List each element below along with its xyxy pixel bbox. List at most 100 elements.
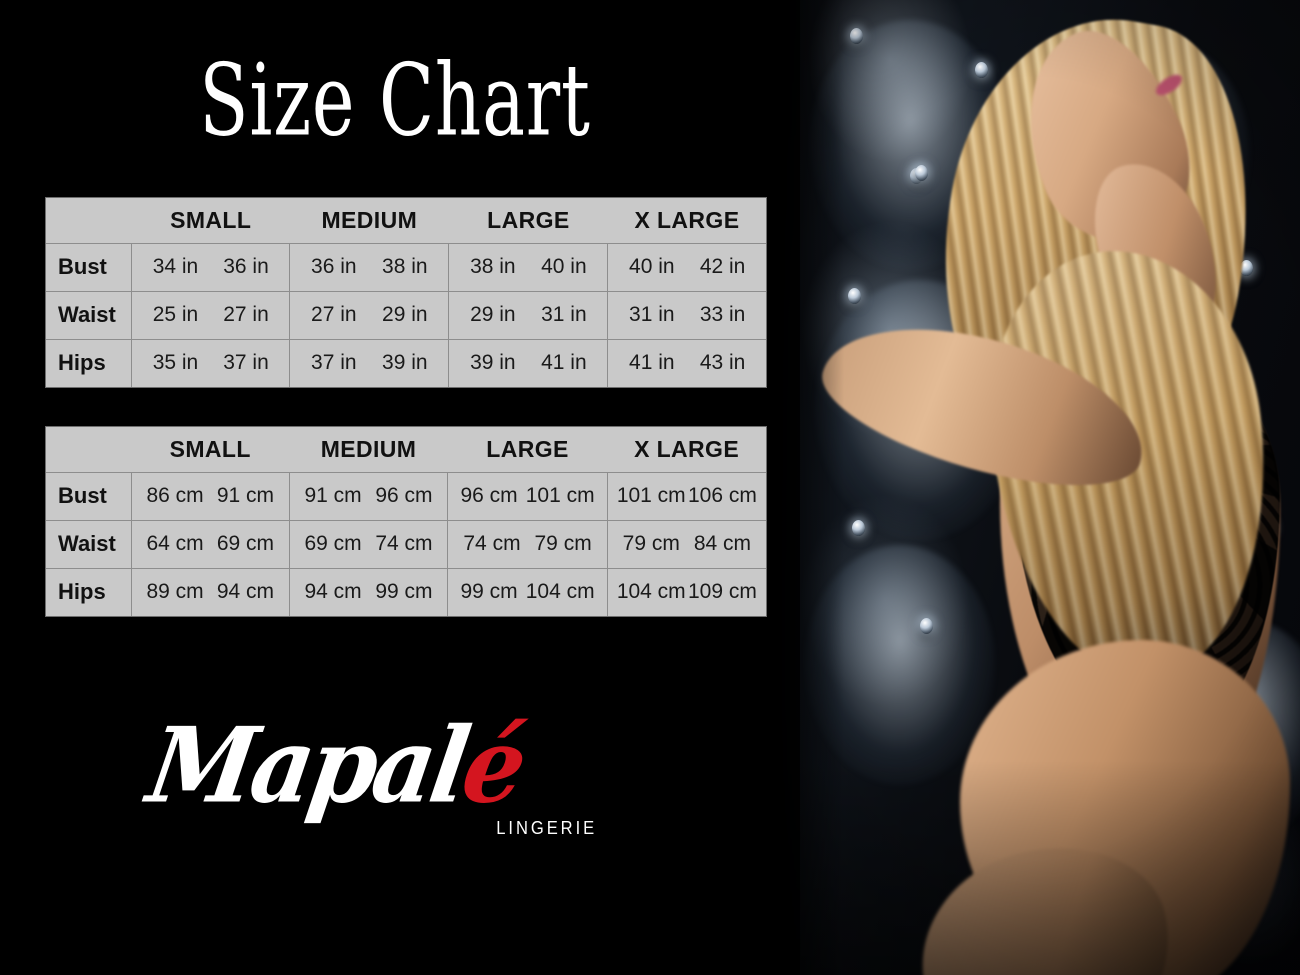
table-body: Bust 34 in 36 in 36 in 38 in 38 in 40 in 40… [46, 243, 766, 387]
value-min: 40 in [629, 255, 675, 278]
header-medium: MEDIUM [289, 427, 448, 473]
cell-bust-medium: 91 cm 96 cm [289, 472, 449, 520]
table-header-row: SMALL MEDIUM LARGE X LARGE [46, 198, 766, 244]
table-body: Bust 86 cm 91 cm 91 cm 96 cm 96 cm 101 cm 1… [46, 472, 766, 616]
brand-tagline: LINGERIE [496, 818, 598, 838]
value-min: 91 cm [304, 484, 362, 507]
value-min: 29 in [470, 303, 516, 326]
cell-hips-medium: 94 cm 99 cm [289, 567, 449, 616]
cell-bust-small: 34 in 36 in [131, 243, 291, 291]
cell-waist-x-large: 31 in 33 in [607, 290, 766, 339]
value-max: 38 in [382, 255, 428, 278]
cell-bust-large: 38 in 40 in [448, 243, 609, 291]
cell-waist-small: 25 in 27 in [131, 290, 291, 339]
cell-bust-x-large: 101 cm 106 cm [607, 472, 766, 520]
cell-hips-small: 35 in 37 in [131, 338, 291, 387]
value-max: 79 cm [534, 532, 592, 555]
value-min: 39 in [470, 351, 516, 375]
value-max: 96 cm [375, 484, 433, 507]
value-min: 94 cm [304, 580, 362, 604]
model-photo [770, 0, 1300, 975]
cell-hips-medium: 37 in 39 in [289, 338, 450, 387]
header-blank [46, 198, 132, 244]
value-min: 89 cm [146, 580, 204, 604]
value-min: 86 cm [146, 484, 204, 507]
cell-waist-medium: 27 in 29 in [289, 290, 450, 339]
size-table: SMALL MEDIUM LARGE X LARGE Bust 86 cm 91 … [46, 427, 766, 616]
value-min: 41 in [629, 351, 675, 375]
cell-hips-large: 39 in 41 in [448, 338, 609, 387]
value-min: 79 cm [622, 532, 680, 555]
brand-logo: Mapalé LINGERIE [140, 704, 610, 839]
brand-name: Mapal [140, 704, 475, 827]
value-max: 33 in [699, 303, 746, 326]
value-max: 104 cm [525, 580, 595, 604]
cell-hips-small: 89 cm 94 cm [131, 567, 290, 616]
table-row: Hips 89 cm 94 cm 94 cm 99 cm 99 cm 104 cm 1… [46, 567, 766, 616]
cell-hips-large: 99 cm 104 cm [447, 567, 608, 616]
table-row: Bust 86 cm 91 cm 91 cm 96 cm 96 cm 101 cm 1… [46, 472, 766, 520]
value-max: 74 cm [375, 532, 433, 555]
table-row: Waist 25 in 27 in 27 in 29 in 29 in 31 in 3… [46, 290, 766, 339]
size-table-inches: SMALL MEDIUM LARGE X LARGE Bust 34 in 36 … [45, 197, 767, 388]
header-medium: MEDIUM [289, 198, 449, 244]
row-label-hips: Hips [46, 338, 133, 387]
value-max: 39 in [382, 351, 428, 375]
table-row: Hips 35 in 37 in 37 in 39 in 39 in 41 in 41… [46, 338, 766, 387]
value-max: 36 in [223, 255, 269, 278]
value-min: 34 in [152, 255, 199, 278]
value-max: 40 in [541, 255, 587, 278]
cell-bust-medium: 36 in 38 in [289, 243, 450, 291]
table-head: SMALL MEDIUM LARGE X LARGE [46, 198, 766, 244]
value-max: 27 in [223, 303, 269, 326]
row-label-hips: Hips [46, 567, 132, 616]
value-min: 74 cm [463, 532, 521, 555]
value-min: 101 cm [616, 484, 686, 507]
row-label-waist: Waist [46, 519, 132, 568]
value-max: 109 cm [687, 580, 757, 604]
row-label-bust: Bust [46, 243, 133, 291]
cell-waist-medium: 69 cm 74 cm [289, 519, 449, 568]
size-table: SMALL MEDIUM LARGE X LARGE Bust 34 in 36 … [46, 198, 766, 387]
table-row: Waist 64 cm 69 cm 69 cm 74 cm 74 cm 79 cm 7… [46, 519, 766, 568]
brand-wordmark: Mapalé [140, 704, 618, 826]
table-header-row: SMALL MEDIUM LARGE X LARGE [46, 427, 766, 473]
value-max: 94 cm [216, 580, 275, 604]
value-max: 84 cm [693, 532, 751, 555]
value-max: 101 cm [525, 484, 595, 507]
size-table-centimeters: SMALL MEDIUM LARGE X LARGE Bust 86 cm 91 … [45, 426, 767, 617]
value-min: 64 cm [146, 532, 204, 555]
value-min: 27 in [311, 303, 357, 326]
header-x-large: X LARGE [607, 198, 766, 244]
cell-hips-x-large: 104 cm 109 cm [607, 567, 766, 616]
value-max: 91 cm [216, 484, 275, 507]
header-small: SMALL [131, 427, 290, 473]
cell-waist-small: 64 cm 69 cm [131, 519, 290, 568]
photo-vignette [770, 0, 1300, 975]
value-min: 36 in [311, 255, 357, 278]
header-blank [46, 427, 132, 473]
header-small: SMALL [131, 198, 290, 244]
cell-hips-x-large: 41 in 43 in [607, 338, 766, 387]
table-head: SMALL MEDIUM LARGE X LARGE [46, 427, 766, 473]
value-max: 106 cm [687, 484, 757, 507]
header-x-large: X LARGE [607, 427, 766, 473]
value-min: 35 in [152, 351, 199, 375]
value-max: 31 in [541, 303, 587, 326]
value-max: 69 cm [216, 532, 275, 555]
value-max: 42 in [699, 255, 746, 278]
row-label-waist: Waist [46, 290, 133, 339]
value-min: 104 cm [616, 580, 686, 604]
page-title: Size Chart [199, 43, 591, 159]
cell-waist-x-large: 79 cm 84 cm [607, 519, 766, 568]
value-min: 69 cm [304, 532, 362, 555]
value-min: 31 in [629, 303, 675, 326]
value-min: 96 cm [460, 484, 518, 507]
value-max: 37 in [223, 351, 269, 375]
value-min: 37 in [311, 351, 357, 375]
value-max: 41 in [541, 351, 587, 375]
value-max: 99 cm [375, 580, 433, 604]
header-large: LARGE [447, 427, 608, 473]
value-max: 43 in [699, 351, 746, 375]
cell-waist-large: 29 in 31 in [448, 290, 609, 339]
